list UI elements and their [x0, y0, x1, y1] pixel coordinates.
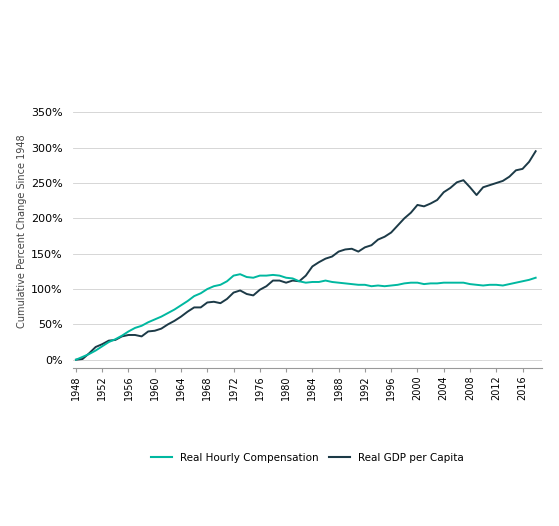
Legend: Real Hourly Compensation, Real GDP per Capita: Real Hourly Compensation, Real GDP per C… [146, 449, 468, 467]
Y-axis label: Cumulative Percent Change Since 1948: Cumulative Percent Change Since 1948 [17, 135, 27, 328]
